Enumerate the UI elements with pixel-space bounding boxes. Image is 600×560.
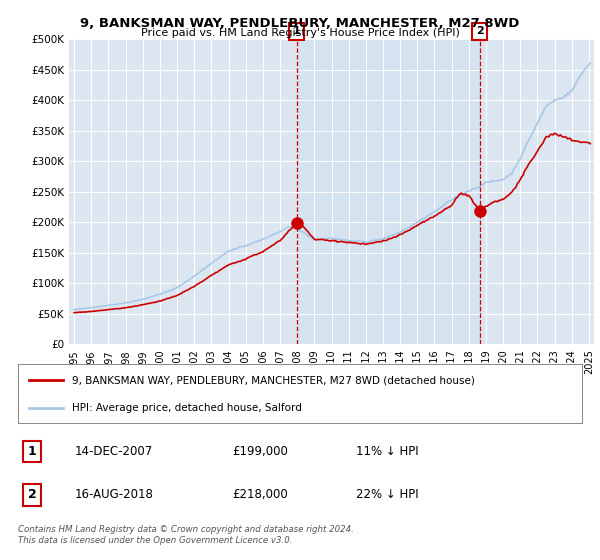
Text: £218,000: £218,000: [232, 488, 288, 501]
Text: 11% ↓ HPI: 11% ↓ HPI: [356, 445, 419, 458]
Text: 9, BANKSMAN WAY, PENDLEBURY, MANCHESTER, M27 8WD: 9, BANKSMAN WAY, PENDLEBURY, MANCHESTER,…: [80, 17, 520, 30]
Text: £199,000: £199,000: [232, 445, 288, 458]
Text: 1: 1: [293, 26, 301, 36]
Bar: [296, 39, 479, 344]
Text: 1: 1: [28, 445, 37, 458]
Text: 14-DEC-2007: 14-DEC-2007: [74, 445, 152, 458]
Text: 22% ↓ HPI: 22% ↓ HPI: [356, 488, 419, 501]
Text: 2: 2: [28, 488, 37, 501]
Text: HPI: Average price, detached house, Salford: HPI: Average price, detached house, Salf…: [71, 403, 301, 413]
Text: Price paid vs. HM Land Registry's House Price Index (HPI): Price paid vs. HM Land Registry's House …: [140, 28, 460, 38]
Text: 2: 2: [476, 26, 484, 36]
Text: 16-AUG-2018: 16-AUG-2018: [74, 488, 153, 501]
Text: 9, BANKSMAN WAY, PENDLEBURY, MANCHESTER, M27 8WD (detached house): 9, BANKSMAN WAY, PENDLEBURY, MANCHESTER,…: [71, 375, 475, 385]
Text: Contains HM Land Registry data © Crown copyright and database right 2024.
This d: Contains HM Land Registry data © Crown c…: [18, 525, 354, 545]
